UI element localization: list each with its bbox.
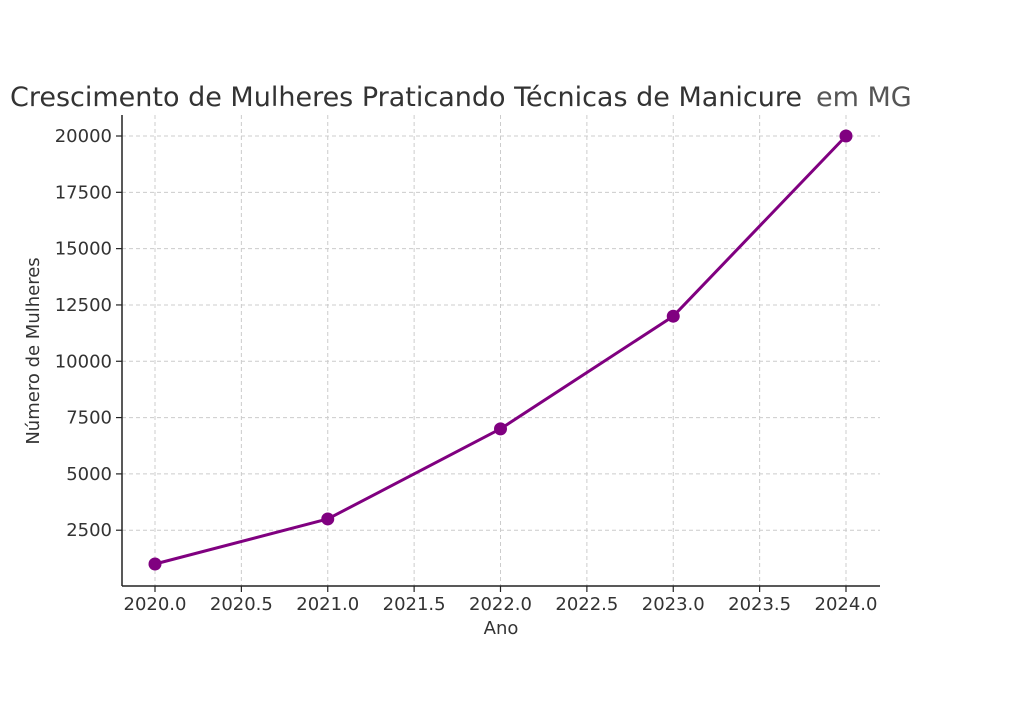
data-series [148, 129, 853, 571]
y-axis-ticks: 2500 5000 7500 10000 12500 15000 17500 20000 [55, 126, 122, 541]
data-point [494, 422, 507, 436]
y-tick-label: 20000 [55, 126, 112, 147]
y-tick-label: 15000 [55, 239, 112, 260]
x-tick-label: 2021.5 [383, 594, 446, 615]
y-tick-label: 7500 [66, 408, 112, 429]
chart-title: Crescimento de Mulheres Praticando Técni… [10, 82, 912, 113]
data-point [321, 512, 335, 526]
y-tick-label: 5000 [66, 464, 112, 485]
y-tick-label: 17500 [55, 182, 112, 203]
x-tick-label: 2022.0 [469, 594, 532, 615]
y-tick-label: 12500 [55, 295, 112, 316]
data-point [666, 309, 680, 323]
data-point [839, 129, 853, 143]
y-axis-label: Número de Mulheres [23, 257, 44, 444]
chart-title-suffix: em MG [816, 82, 912, 113]
x-tick-label: 2024.0 [815, 594, 878, 615]
data-point [148, 557, 162, 571]
x-tick-label: 2022.5 [555, 594, 618, 615]
chart-title-main: Crescimento de Mulheres Praticando Técni… [10, 82, 802, 113]
x-tick-label: 2021.0 [296, 594, 359, 615]
grid-lines [122, 115, 880, 586]
x-tick-label: 2020.5 [210, 594, 273, 615]
y-tick-label: 2500 [66, 520, 112, 541]
y-tick-label: 10000 [55, 351, 112, 372]
x-tick-label: 2023.0 [642, 594, 705, 615]
x-axis-ticks: 2020.0 2020.5 2021.0 2021.5 2022.0 2022.5 2023… [124, 586, 878, 615]
x-tick-label: 2023.5 [728, 594, 791, 615]
x-tick-label: 2020.0 [124, 594, 187, 615]
x-axis-label: Ano [484, 618, 519, 639]
